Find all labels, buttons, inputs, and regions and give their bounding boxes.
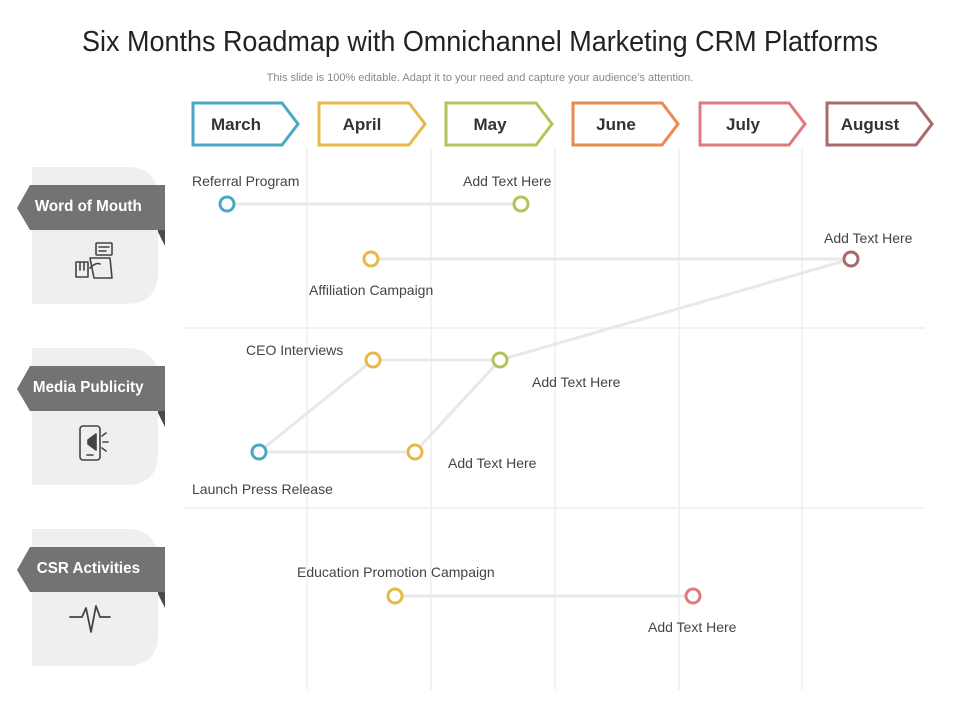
label-press-add-text: Add Text Here <box>448 455 537 471</box>
hand-document-icon <box>75 242 113 279</box>
node-ceo-start <box>364 351 382 369</box>
category-media-publicity: Media Publicity <box>18 366 158 410</box>
label-referral-program: Referral Program <box>192 173 300 189</box>
page-title: Six Months Roadmap with Omnichannel Mark… <box>82 26 878 58</box>
node-ceo-end <box>491 351 509 369</box>
category-word-of-mouth: Word of Mouth <box>18 185 158 229</box>
connector-press-to-ceo <box>258 358 374 454</box>
label-affiliation-campaign: Affiliation Campaign <box>309 282 434 298</box>
month-may: May <box>444 101 554 147</box>
pulse-icon <box>69 605 111 633</box>
node-press-end <box>406 443 424 461</box>
month-june: June <box>571 101 680 147</box>
category-panels <box>17 167 165 666</box>
label-education-add-text: Add Text Here <box>648 619 737 635</box>
milestone-nodes <box>218 195 860 605</box>
month-gridlines <box>306 148 803 690</box>
label-ceo-interviews: CEO Interviews <box>246 342 344 358</box>
label-affiliation-add-text: Add Text Here <box>824 230 913 246</box>
node-press-start <box>250 443 268 461</box>
label-wom-add-text: Add Text Here <box>463 173 552 189</box>
month-july: July <box>698 101 807 147</box>
node-referral-start <box>218 195 236 213</box>
category-csr-activities-label: CSR Activities <box>36 560 140 577</box>
label-education-promotion: Education Promotion Campaign <box>297 564 495 580</box>
section-dividers <box>185 327 925 509</box>
label-launch-press-release: Launch Press Release <box>192 481 333 497</box>
node-education-start <box>386 587 404 605</box>
month-june-label: June <box>596 115 636 134</box>
category-media-publicity-label: Media Publicity <box>32 379 144 396</box>
month-july-label: July <box>726 115 761 134</box>
node-referral-end <box>512 195 530 213</box>
category-word-of-mouth-label: Word of Mouth <box>34 198 142 215</box>
node-affiliation-start <box>362 250 380 268</box>
connector-press-to-may <box>413 358 502 454</box>
month-august-label: August <box>841 115 900 134</box>
connector-ceo-to-august <box>499 257 852 362</box>
page-subtitle: This slide is 100% editable. Adapt it to… <box>266 72 694 84</box>
month-march-label: March <box>211 115 261 134</box>
label-ceo-add-text: Add Text Here <box>532 374 621 390</box>
month-may-label: May <box>473 115 507 134</box>
category-csr-activities: CSR Activities <box>18 547 158 591</box>
month-august: August <box>825 101 934 147</box>
connector-lines <box>227 202 852 598</box>
month-april: April <box>317 101 427 147</box>
phone-megaphone-icon <box>79 425 109 461</box>
node-education-end <box>684 587 702 605</box>
month-march: March <box>191 101 300 147</box>
month-april-label: April <box>343 115 382 134</box>
node-affiliation-end <box>842 250 860 268</box>
month-headers: March April May June July August <box>191 101 934 147</box>
